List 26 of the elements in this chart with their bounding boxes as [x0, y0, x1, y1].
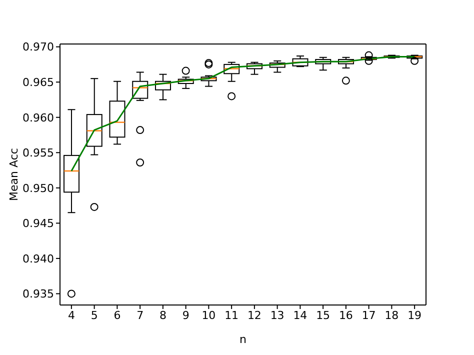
y-tick-label: 0.940 — [22, 252, 54, 266]
x-tick-label: 8 — [159, 308, 166, 322]
x-tick-label: 11 — [224, 308, 239, 322]
y-tick-label: 0.965 — [22, 76, 54, 89]
x-tick-label: 10 — [202, 308, 216, 322]
x-tick-label: 15 — [316, 308, 330, 322]
x-tick-label: 17 — [362, 308, 376, 322]
x-tick-label: 16 — [338, 308, 353, 322]
x-tick-label: 7 — [136, 308, 144, 322]
y-tick-label: 0.960 — [22, 111, 54, 124]
x-tick-label: 18 — [384, 308, 399, 322]
x-tick-label: 6 — [114, 308, 121, 322]
x-tick-label: 13 — [270, 308, 284, 322]
y-axis-title: Mean Acc — [8, 148, 20, 201]
x-axis-title: n — [240, 333, 247, 346]
y-tick-label: 0.935 — [22, 288, 54, 301]
x-tick-label: 14 — [293, 308, 308, 322]
y-tick-label: 0.970 — [22, 40, 54, 54]
x-tick-label: 12 — [247, 308, 262, 322]
y-tick-label: 0.950 — [22, 182, 54, 195]
x-tick-label: 9 — [182, 308, 190, 322]
x-tick-label: 4 — [68, 308, 75, 322]
y-tick-label: 0.945 — [22, 217, 54, 230]
y-tick-label: 0.955 — [22, 146, 54, 160]
x-tick-label: 5 — [90, 308, 98, 322]
x-tick-label: 19 — [408, 308, 422, 322]
